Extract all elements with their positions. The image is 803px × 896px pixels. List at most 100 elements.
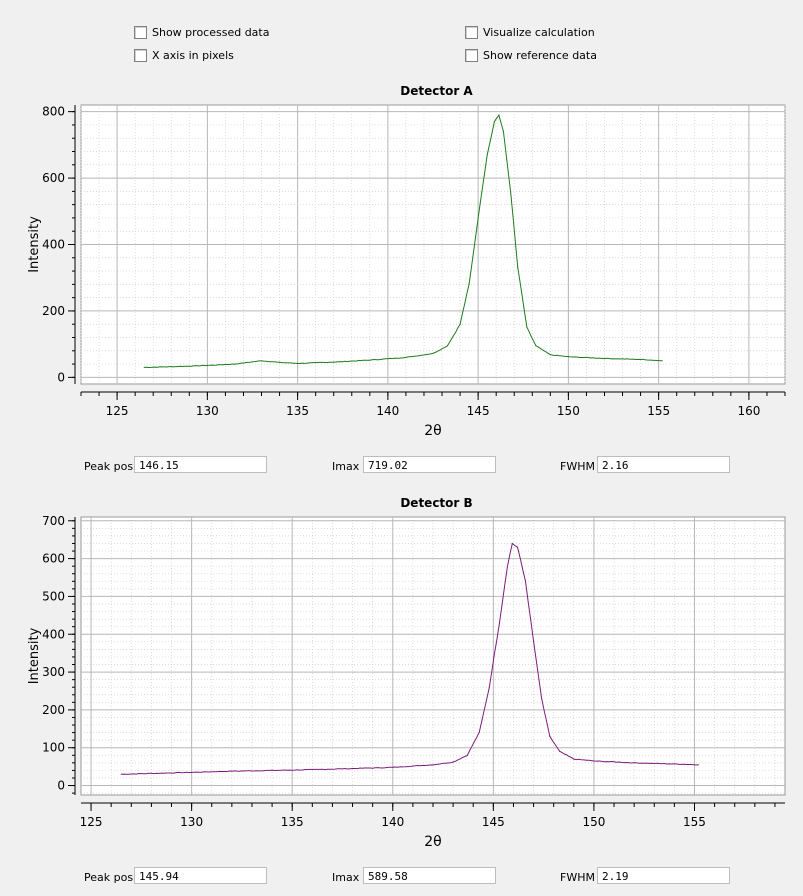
data-point xyxy=(661,360,663,362)
data-point xyxy=(271,769,273,772)
fwhm-field[interactable]: 2.19 xyxy=(597,867,730,884)
x-tick-label: 130 xyxy=(196,404,219,418)
data-point xyxy=(493,121,495,123)
y-tick-label: 100 xyxy=(42,741,65,755)
data-point xyxy=(498,622,500,624)
y-tick-label: 300 xyxy=(42,665,65,679)
data-point xyxy=(351,767,354,770)
data-point xyxy=(478,731,480,734)
data-point xyxy=(405,356,407,359)
data-point xyxy=(278,361,281,364)
x-tick-label: 125 xyxy=(106,404,129,418)
data-point xyxy=(541,697,543,700)
data-point xyxy=(446,345,449,347)
peak-pos-label: Peak pos xyxy=(84,871,134,884)
chart-detector-b[interactable]: 0 100 200 300 400 500 600 700 125 130 135 140 145 150… xyxy=(0,0,803,850)
fwhm-label: FWHM xyxy=(560,460,595,473)
data-point xyxy=(486,154,488,156)
x-tick-label: 125 xyxy=(80,815,103,829)
y-tick-label: 200 xyxy=(42,304,65,318)
fwhm-field[interactable]: 2.16 xyxy=(597,456,730,473)
data-point xyxy=(532,641,535,643)
imax-field[interactable]: 719.02 xyxy=(363,456,496,473)
plot-title-b: Detector B xyxy=(400,496,473,510)
data-point xyxy=(459,323,461,325)
y-tick-label: 200 xyxy=(42,703,65,717)
x-tick-label: 160 xyxy=(737,404,760,418)
y-axis-label: Intensity xyxy=(27,216,42,273)
data-point xyxy=(297,362,299,365)
y-tick-label: 500 xyxy=(42,589,65,603)
data-point xyxy=(233,363,236,365)
data-point xyxy=(517,267,519,269)
data-series-line xyxy=(144,113,663,369)
results-row-a: Peak pos 146.15 Imax 719.02 FWHM 2.16 xyxy=(0,456,803,478)
show-reference-checkbox[interactable]: Show reference data xyxy=(465,49,597,62)
x-tick-label: 140 xyxy=(381,815,404,829)
x-tick-label: 155 xyxy=(647,404,670,418)
visualize-calc-checkbox[interactable]: Visualize calculation xyxy=(465,26,595,39)
data-point xyxy=(559,750,561,753)
results-row-b: Peak pos 145.94 Imax 589.58 FWHM 2.19 xyxy=(0,867,803,889)
y-tick-label: 600 xyxy=(42,171,65,185)
y-tick-label: 700 xyxy=(42,514,65,528)
data-point xyxy=(603,357,606,360)
y-tick-label: 600 xyxy=(42,552,65,566)
data-point xyxy=(488,686,490,688)
data-point xyxy=(468,283,470,285)
imax-label: Imax xyxy=(332,460,360,473)
data-point xyxy=(333,361,335,363)
checkbox-box[interactable] xyxy=(465,49,478,62)
data-point xyxy=(191,771,193,773)
y-tick-label: 800 xyxy=(42,105,65,119)
data-point xyxy=(516,546,519,548)
data-point xyxy=(432,764,434,766)
data-point xyxy=(510,190,512,192)
visualize-calc-label: Visualize calculation xyxy=(483,26,595,39)
checkbox-box[interactable] xyxy=(465,26,478,39)
data-point xyxy=(143,366,145,368)
data-point xyxy=(567,356,569,358)
x-tick-label: 130 xyxy=(180,815,203,829)
x-axis-label: 2θ xyxy=(424,423,441,439)
data-point xyxy=(150,772,152,775)
peak-pos-field[interactable]: 145.94 xyxy=(134,867,267,884)
data-point xyxy=(231,770,233,772)
plot-title-a: Detector A xyxy=(400,84,473,98)
checkbox-box[interactable] xyxy=(134,49,147,62)
y-tick-label: 0 xyxy=(57,370,65,384)
data-point xyxy=(549,735,551,737)
show-processed-checkbox[interactable]: Show processed data xyxy=(134,26,269,39)
fwhm-label: FWHM xyxy=(560,871,595,884)
peak-pos-label: Peak pos xyxy=(84,460,134,473)
data-point xyxy=(535,345,537,347)
data-point xyxy=(506,565,509,567)
checkbox-box[interactable] xyxy=(134,26,147,39)
data-point xyxy=(452,761,454,763)
data-point xyxy=(633,762,635,764)
x-tick-label: 150 xyxy=(582,815,605,829)
data-point xyxy=(526,326,528,329)
data-point xyxy=(260,360,263,362)
show-reference-label: Show reference data xyxy=(483,49,597,62)
data-point xyxy=(170,366,172,368)
x-tick-label: 150 xyxy=(557,404,580,418)
data-point xyxy=(392,766,394,768)
data-point xyxy=(697,764,700,766)
data-point xyxy=(524,580,527,582)
chart-detector-a[interactable]: 0 200 400 600 800 125 130 135 140 145 150 155 160 2θ I… xyxy=(0,0,803,440)
x-axis-label: 2θ xyxy=(424,834,441,850)
data-point xyxy=(573,758,575,760)
data-point xyxy=(498,114,500,116)
data-point xyxy=(511,542,513,545)
data-point xyxy=(432,352,434,355)
x-tick-label: 135 xyxy=(281,815,304,829)
y-axis-label: Intensity xyxy=(27,627,42,684)
data-point xyxy=(206,364,208,366)
peak-pos-field[interactable]: 146.15 xyxy=(134,456,267,473)
data-point xyxy=(477,217,479,219)
data-point xyxy=(593,760,595,762)
x-axis-pixels-checkbox[interactable]: X axis in pixels xyxy=(134,49,234,62)
x-tick-label: 140 xyxy=(376,404,399,418)
imax-field[interactable]: 589.58 xyxy=(363,867,496,884)
